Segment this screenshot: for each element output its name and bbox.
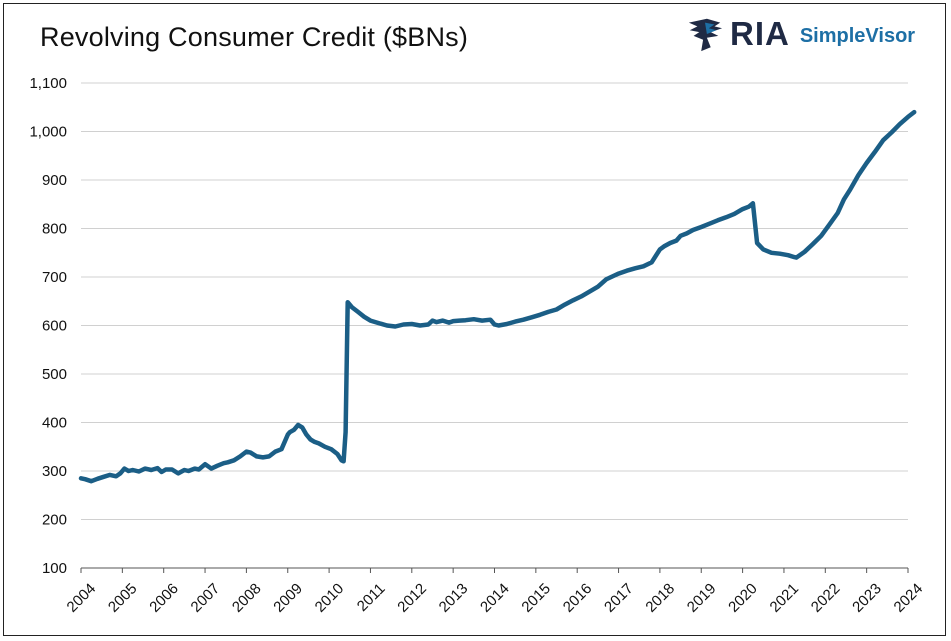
x-tick-label: 2007	[188, 580, 224, 616]
y-tick-label: 400	[42, 415, 67, 432]
x-tick-label: 2020	[725, 580, 761, 616]
logo-product: SimpleVisor	[799, 24, 916, 47]
x-tick-label: 2010	[312, 580, 348, 616]
x-tick-label: 2011	[354, 580, 389, 615]
y-tick-label: 800	[42, 221, 67, 238]
grid-lines	[81, 82, 908, 520]
y-tick-label: 900	[42, 172, 67, 189]
y-tick-label: 300	[42, 463, 67, 480]
y-tick-label: 700	[42, 269, 67, 286]
logo: RIA SimpleVisor	[686, 14, 915, 54]
x-tick-label: 2004	[64, 580, 100, 616]
y-tick-label: 600	[42, 318, 67, 335]
x-tick-label: 2018	[642, 580, 678, 616]
chart-title: Revolving Consumer Credit ($BNs)	[40, 22, 469, 52]
x-tick-label: 2019	[684, 580, 720, 616]
x-tick-label: 2014	[477, 580, 513, 616]
y-tick-label: 1,100	[29, 75, 67, 92]
x-tick-label: 2006	[146, 580, 182, 616]
x-tick-label: 2008	[229, 580, 265, 616]
y-tick-label: 100	[42, 560, 67, 577]
x-tick-label: 2017	[601, 580, 637, 616]
y-tick-label: 500	[42, 366, 67, 383]
y-tick-label: 200	[42, 512, 67, 529]
x-tick-label: 2022	[808, 580, 844, 616]
y-axis-ticks: 100 200 300 400 500 600 700 800 900 1,000 1,100	[29, 75, 67, 577]
x-tick-label: 2023	[849, 580, 885, 616]
y-tick-label: 1,000	[29, 124, 67, 141]
logo-brand: RIA	[730, 15, 790, 52]
x-tick-label: 2013	[436, 580, 472, 616]
x-tick-label: 2021	[767, 580, 803, 616]
x-axis-ticks: 2004 2005 2006 2007 2008 2009 2010 2011 2012 2013…	[64, 568, 927, 616]
x-tick-label: 2016	[560, 580, 596, 616]
x-tick-label: 2024	[891, 580, 927, 616]
x-tick-label: 2015	[518, 580, 554, 616]
x-tick-label: 2005	[105, 580, 141, 616]
eagle-icon	[688, 18, 723, 52]
x-tick-label: 2012	[394, 580, 430, 616]
x-tick-label: 2009	[270, 580, 306, 616]
series-line	[78, 109, 917, 484]
